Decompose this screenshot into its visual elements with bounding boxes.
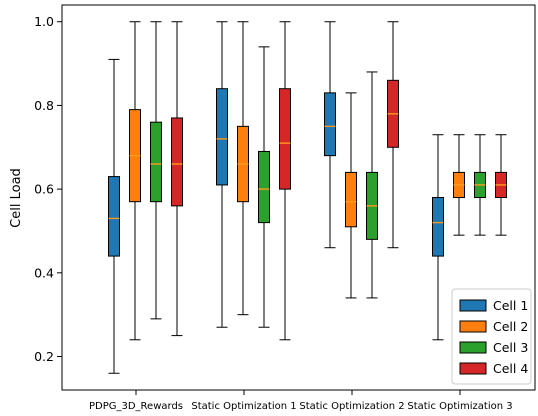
box-series — [108, 21, 507, 374]
box-cell-4 — [171, 21, 183, 337]
legend-box — [451, 288, 532, 385]
y-tick-label: 1.0 — [34, 14, 54, 29]
box-cell-3 — [474, 134, 486, 236]
x-tick-label: Static Optimization 2 — [299, 401, 404, 412]
y-tick-label: 0.2 — [34, 349, 54, 364]
legend-label: Cell 3 — [493, 340, 528, 355]
box-cell-2 — [129, 21, 141, 341]
box-cell-2 — [237, 21, 249, 316]
box-cell-3 — [150, 21, 162, 320]
box-iqr — [432, 197, 444, 257]
x-axis: PDPG_3D_Rewards Static Optimization 1 Stat… — [89, 390, 513, 412]
box-cell-1 — [108, 58, 120, 374]
y-axis-label: Cell Load — [9, 168, 24, 228]
legend: Cell 1 Cell 2 Cell 3 Cell 4 — [451, 288, 532, 385]
y-tick-label: 0.6 — [34, 182, 54, 197]
box-iqr — [324, 92, 336, 157]
legend-swatch — [459, 362, 487, 375]
box-iqr — [258, 150, 270, 224]
box-iqr — [150, 121, 162, 203]
legend-swatch — [459, 320, 487, 333]
box-cell-2 — [453, 134, 465, 236]
box-cell-4 — [387, 21, 399, 249]
legend-label: Cell 1 — [493, 298, 528, 313]
legend-swatch — [459, 341, 487, 354]
box-iqr — [171, 117, 183, 207]
y-axis: 0.2 0.4 0.6 0.8 1.0 — [34, 14, 62, 364]
box-cell-2 — [345, 92, 357, 299]
y-tick-label: 0.4 — [34, 265, 54, 280]
box-iqr — [216, 88, 228, 186]
box-iqr — [345, 171, 357, 228]
box-iqr — [108, 176, 120, 257]
box-iqr — [279, 88, 291, 190]
legend-label: Cell 2 — [493, 319, 528, 334]
legend-swatch — [459, 299, 487, 312]
x-tick-label: PDPG_3D_Rewards — [89, 401, 183, 412]
x-tick-label: Static Optimization 3 — [407, 401, 512, 412]
box-cell-3 — [366, 71, 378, 299]
legend-label: Cell 4 — [493, 361, 528, 376]
box-cell-1 — [324, 21, 336, 249]
box-cell-3 — [258, 46, 270, 328]
box-cell-4 — [279, 21, 291, 341]
box-cell-1 — [216, 21, 228, 328]
x-tick-label: Static Optimization 1 — [191, 401, 296, 412]
box-cell-1 — [432, 134, 444, 341]
y-tick-label: 0.8 — [34, 98, 54, 113]
box-cell-4 — [495, 134, 507, 236]
